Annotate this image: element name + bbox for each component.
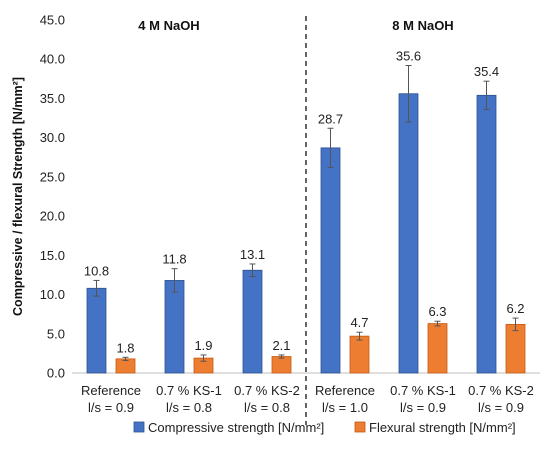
compressive-bar	[398, 93, 419, 374]
compressive-bar	[242, 269, 263, 374]
legend-label: Flexural strength [N/mm²]	[369, 420, 516, 435]
compressive-value-label: 11.8	[162, 252, 186, 267]
y-tick-label: 25.0	[40, 169, 65, 184]
flexural-bar	[349, 335, 370, 374]
x-category-sublabel: l/s = 1.0	[322, 400, 368, 415]
y-tick-label: 0.0	[47, 366, 65, 381]
y-tick-label: 45.0	[40, 13, 65, 28]
y-tick-label: 40.0	[40, 52, 65, 67]
compressive-bar	[476, 94, 497, 374]
flexural-value-label: 2.1	[272, 338, 290, 353]
compressive-value-label: 28.7	[318, 111, 343, 126]
y-axis-label: Compressive / flexural Strength [N/mm²]	[11, 77, 25, 316]
group-title: 4 M NaOH	[138, 18, 199, 33]
flexural-bar	[505, 323, 526, 374]
y-tick-label: 15.0	[40, 248, 65, 263]
compressive-bar	[86, 287, 107, 374]
x-category-sublabel: l/s = 0.9	[400, 400, 446, 415]
x-category-sublabel: l/s = 0.8	[166, 400, 212, 415]
y-tick-label: 10.0	[40, 287, 65, 302]
compressive-value-label: 10.8	[84, 263, 109, 278]
flexural-bar	[271, 356, 292, 374]
compressive-value-label: 13.1	[240, 247, 265, 262]
legend-swatch	[133, 421, 145, 433]
flexural-bar	[115, 358, 136, 374]
compressive-bar	[320, 147, 341, 374]
x-category-sublabel: l/s = 0.9	[88, 400, 134, 415]
flexural-value-label: 4.7	[350, 315, 368, 330]
group-title: 8 M NaOH	[392, 18, 453, 33]
x-category-label: 0.7 % KS-2	[234, 383, 300, 398]
flexural-value-label: 6.2	[506, 301, 524, 316]
legend-swatch	[354, 421, 366, 433]
x-category-label: Reference	[81, 383, 141, 398]
y-tick-label: 20.0	[40, 209, 65, 224]
x-category-label: 0.7 % KS-1	[390, 383, 456, 398]
compressive-value-label: 35.4	[474, 64, 499, 79]
x-category-label: 0.7 % KS-1	[156, 383, 222, 398]
flexural-value-label: 1.9	[194, 338, 212, 353]
flexural-value-label: 6.3	[428, 304, 446, 319]
compressive-bar	[164, 280, 185, 374]
y-tick-label: 30.0	[40, 130, 65, 145]
x-category-label: Reference	[315, 383, 375, 398]
flexural-bar	[427, 323, 448, 374]
x-category-label: 0.7 % KS-2	[468, 383, 534, 398]
y-tick-label: 5.0	[47, 326, 65, 341]
flexural-value-label: 1.8	[116, 340, 134, 355]
legend-label: Compressive strength [N/mm²]	[148, 420, 324, 435]
y-tick-label: 35.0	[40, 91, 65, 106]
x-category-sublabel: l/s = 0.9	[478, 400, 524, 415]
compressive-value-label: 35.6	[396, 48, 421, 63]
x-category-sublabel: l/s = 0.8	[244, 400, 290, 415]
